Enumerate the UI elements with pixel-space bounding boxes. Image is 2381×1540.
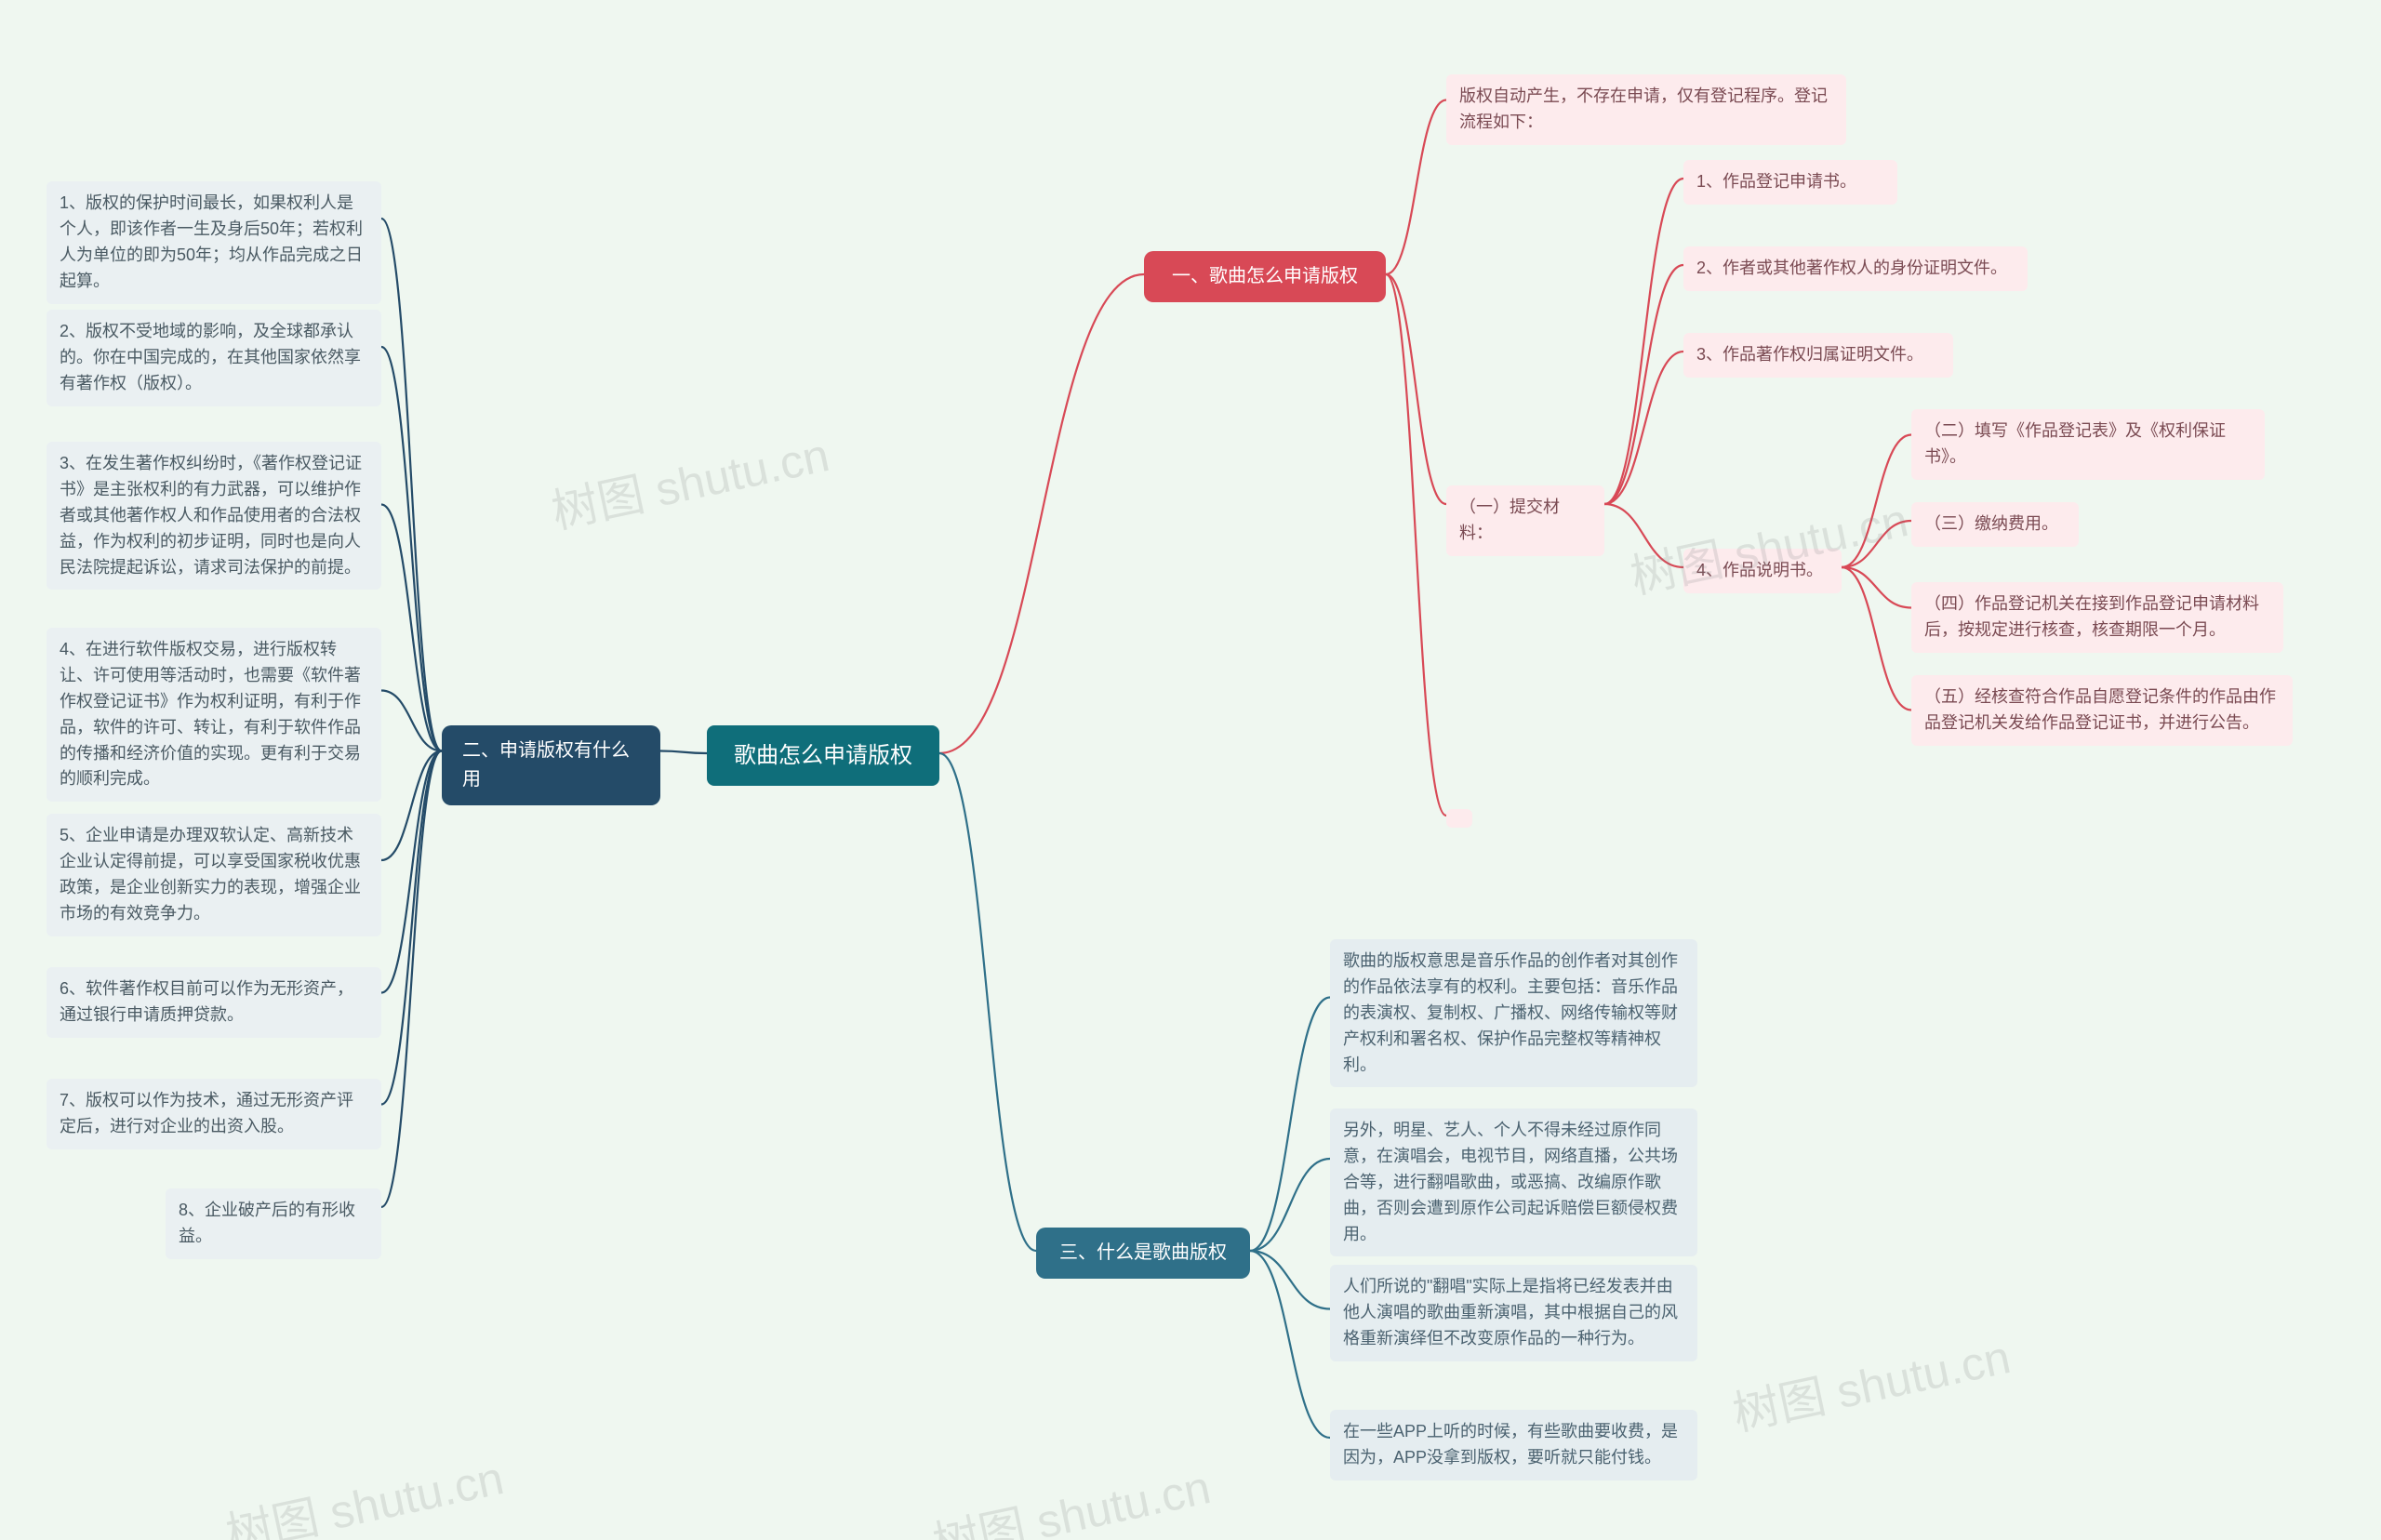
leaf-b1-1-child-1: 2、作者或其他著作权人的身份证明文件。	[1683, 246, 2028, 291]
branch-b2: 二、申请版权有什么用	[442, 725, 660, 805]
leaf-b1-1-child-2: 3、作品著作权归属证明文件。	[1683, 333, 1953, 378]
leaf-b1-1-child-3-child-3: （五）经核查符合作品自愿登记条件的作品由作品登记机关发给作品登记证书，并进行公告…	[1911, 675, 2293, 746]
leaf-b3-3: 在一些APP上听的时候，有些歌曲要收费，是因为，APP没拿到版权，要听就只能付钱…	[1330, 1410, 1697, 1480]
leaf-b2-2: 3、在发生著作权纠纷时，《著作权登记证书》是主张权利的有力武器，可以维护作者或其…	[47, 442, 381, 590]
leaf-b2-4: 5、企业申请是办理双软认定、高新技术企业认定得前提，可以享受国家税收优惠政策，是…	[47, 814, 381, 936]
branch-b1: 一、歌曲怎么申请版权	[1144, 251, 1386, 302]
watermark-3: 树图 shutu.cn	[926, 1450, 1216, 1540]
leaf-b2-0: 1、版权的保护时间最长，如果权利人是个人，即该作者一生及身后50年；若权利人为单…	[47, 181, 381, 304]
leaf-b2-3: 4、在进行软件版权交易，进行版权转让、许可使用等活动时，也需要《软件著作权登记证…	[47, 628, 381, 802]
leaf-b1-2	[1446, 809, 1472, 828]
leaf-b2-6: 7、版权可以作为技术，通过无形资产评定后，进行对企业的出资入股。	[47, 1079, 381, 1149]
leaf-b3-1: 另外，明星、艺人、个人不得未经过原作同意，在演唱会，电视节目，网络直播，公共场合…	[1330, 1109, 1697, 1256]
leaf-b1-1: （一）提交材料：	[1446, 485, 1604, 556]
leaf-b1-0: 版权自动产生，不存在申请，仅有登记程序。登记流程如下：	[1446, 74, 1846, 145]
leaf-b3-2: 人们所说的"翻唱"实际上是指将已经发表并由他人演唱的歌曲重新演唱，其中根据自己的…	[1330, 1265, 1697, 1361]
leaf-b2-1: 2、版权不受地域的影响，及全球都承认的。你在中国完成的，在其他国家依然享有著作权…	[47, 310, 381, 406]
leaf-b2-5: 6、软件著作权目前可以作为无形资产，通过银行申请质押贷款。	[47, 967, 381, 1038]
leaf-b3-0: 歌曲的版权意思是音乐作品的创作者对其创作的作品依法享有的权利。主要包括：音乐作品…	[1330, 939, 1697, 1087]
watermark-4: 树图 shutu.cn	[1726, 1320, 2015, 1443]
leaf-b1-1-child-3-child-1: （三）缴纳费用。	[1911, 502, 2079, 547]
watermark-2: 树图 shutu.cn	[219, 1440, 509, 1540]
watermark-0: 树图 shutu.cn	[545, 418, 834, 541]
leaf-b1-1-child-0: 1、作品登记申请书。	[1683, 160, 1897, 205]
leaf-b1-1-child-3-child-0: （二）填写《作品登记表》及《权利保证书》。	[1911, 409, 2265, 480]
root-node: 歌曲怎么申请版权	[707, 725, 939, 786]
leaf-b2-7: 8、企业破产后的有形收益。	[166, 1188, 381, 1259]
leaf-b1-1-child-3-child-2: （四）作品登记机关在接到作品登记申请材料后，按规定进行核查，核查期限一个月。	[1911, 582, 2283, 653]
branch-b3: 三、什么是歌曲版权	[1036, 1228, 1250, 1279]
leaf-b1-1-child-3: 4、作品说明书。	[1683, 549, 1842, 593]
